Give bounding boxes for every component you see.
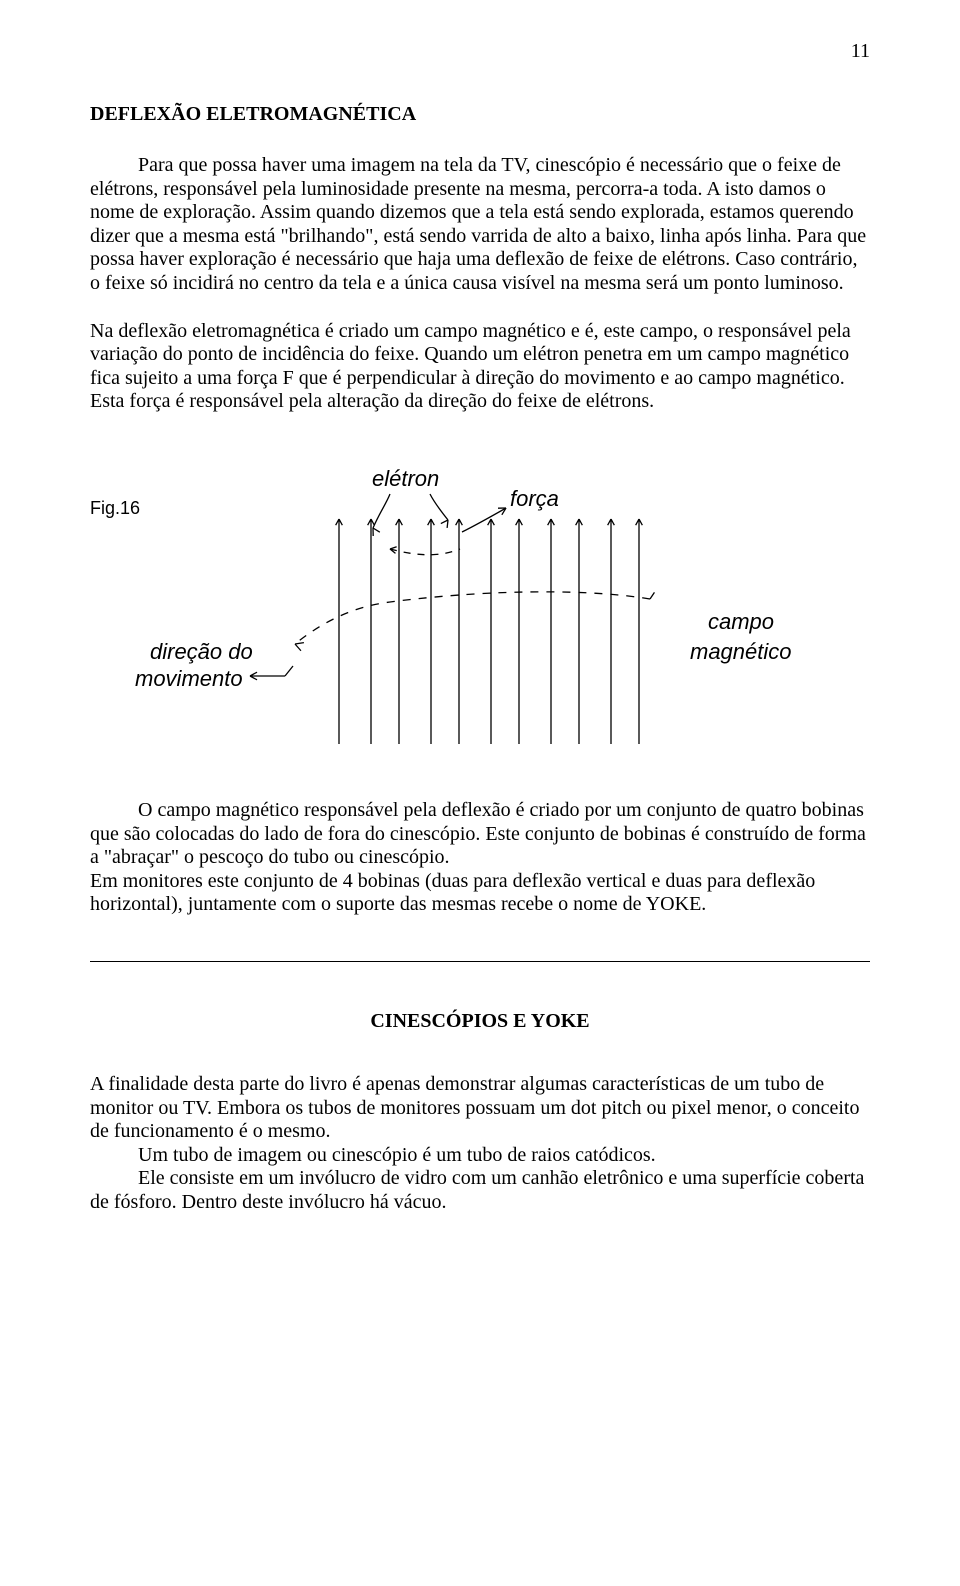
paragraph: Um tubo de imagem ou cinescópio é um tub… [90, 1144, 870, 1168]
figure-16: Fig.16 elétron força direção domovimento cam… [90, 454, 870, 759]
section-title-cinescopios: CINESCÓPIOS E YOKE [90, 1010, 870, 1033]
paragraph: Em monitores este conjunto de 4 bobinas … [90, 870, 870, 917]
paragraph: Para que possa haver uma imagem na tela … [90, 154, 870, 296]
svg-text:Fig.16: Fig.16 [90, 498, 140, 518]
svg-text:magnético: magnético [690, 639, 792, 664]
diagram-svg: Fig.16 elétron força direção domovimento cam… [90, 454, 870, 754]
svg-text:direção do: direção do [150, 639, 253, 664]
paragraph: Na deflexão eletromagnética é criado um … [90, 320, 870, 414]
svg-text:campo: campo [708, 609, 774, 634]
page-number: 11 [90, 40, 870, 63]
svg-text:movimento: movimento [135, 666, 243, 691]
paragraph: Ele consiste em um invólucro de vidro co… [90, 1167, 870, 1214]
section-title-deflexao: DEFLEXÃO ELETROMAGNÉTICA [90, 103, 870, 126]
paragraph: A finalidade desta parte do livro é apen… [90, 1073, 870, 1144]
figure-diagram: Fig.16 elétron força direção domovimento cam… [90, 454, 870, 759]
horizontal-rule [90, 961, 870, 962]
document-page: 11 DEFLEXÃO ELETROMAGNÉTICA Para que pos… [0, 0, 960, 1254]
svg-text:força: força [510, 486, 559, 511]
svg-text:elétron: elétron [372, 466, 439, 491]
paragraph: O campo magnético responsável pela defle… [90, 799, 870, 870]
